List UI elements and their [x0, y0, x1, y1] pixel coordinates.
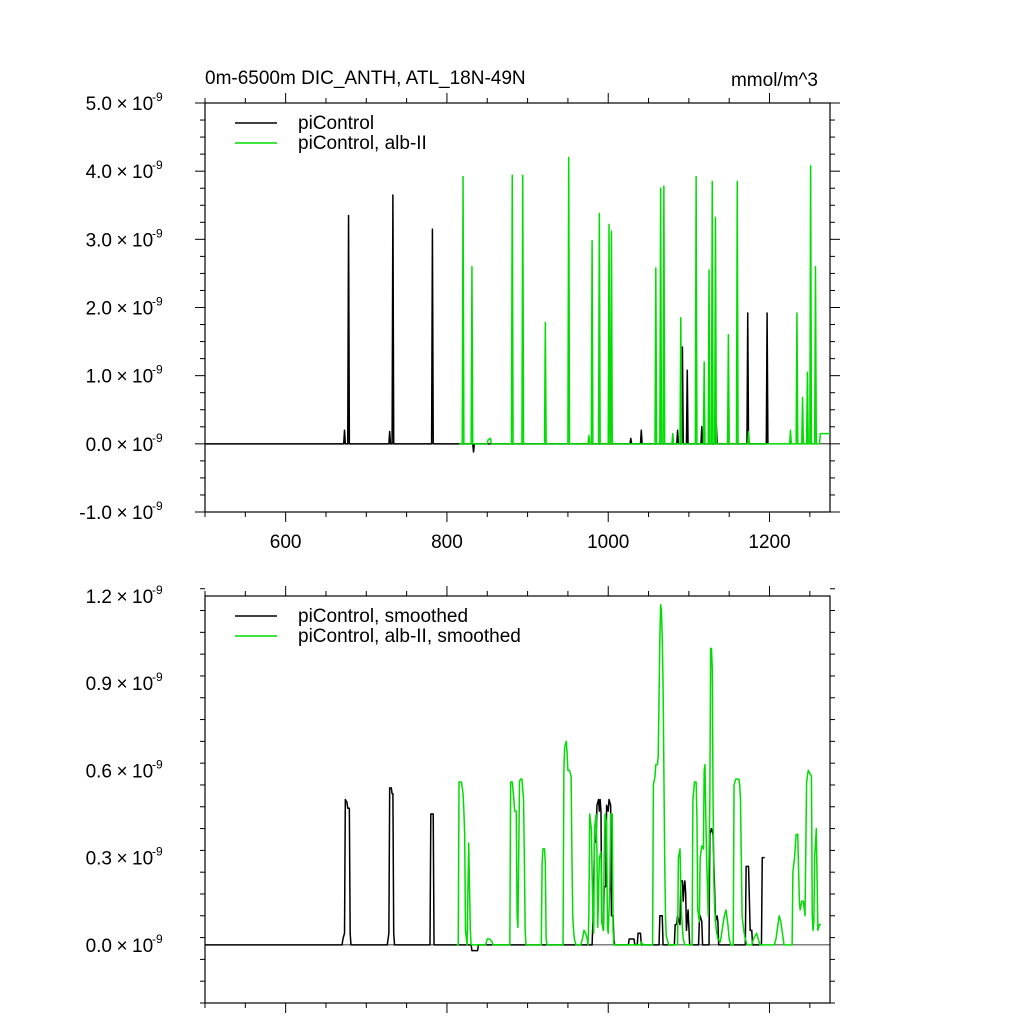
y-tick-base: 10 [132, 367, 153, 388]
y-tick-exponent: -9 [152, 932, 163, 946]
y-tick-base: 10 [132, 587, 153, 608]
y-tick-label: 0.6 [86, 761, 112, 782]
series-line-picontrol-smoothed [205, 787, 765, 952]
x-tick-label: 600 [270, 532, 302, 553]
y-tick-base: 10 [132, 936, 153, 957]
y-tick-times-sign: × [116, 230, 127, 251]
y-tick-label: 0.0 [86, 435, 112, 456]
legend-label: piControl, smoothed [298, 606, 468, 627]
legend-label: piControl, alb-II, smoothed [298, 626, 521, 647]
y-tick-times-sign: × [116, 761, 127, 782]
y-tick-times-sign: × [116, 674, 127, 695]
y-tick-base: 10 [132, 299, 153, 320]
y-tick-base: 10 [132, 94, 153, 115]
y-tick-exponent: -9 [152, 499, 163, 513]
legend-label: piControl, alb-II [298, 133, 427, 154]
y-tick-label: 0.9 [86, 674, 112, 695]
y-tick-base: 10 [132, 435, 153, 456]
y-tick-label: -1.0 [79, 503, 112, 524]
top-panel: 600 800 1000 1200-1.0 × 10-90.0 × 10-91.0 × 10-92… [79, 90, 840, 553]
y-tick-exponent: -9 [152, 295, 163, 309]
y-tick-label: 1.0 [86, 367, 112, 388]
y-tick-times-sign: × [116, 936, 127, 957]
y-tick-base: 10 [132, 162, 153, 183]
y-tick-exponent: -9 [152, 363, 163, 377]
figure-header: 0m-6500m DIC_ANTH, ATL_18N-49N mmol/m^3 [205, 68, 818, 91]
y-tick-times-sign: × [116, 587, 127, 608]
legend-label: piControl [298, 113, 374, 134]
y-tick-exponent: -9 [152, 583, 163, 597]
plot-frame [204, 595, 831, 1004]
x-tick-label: 1000 [587, 532, 629, 553]
y-tick-exponent: -9 [152, 431, 163, 445]
units-label: mmol/m^3 [731, 70, 818, 91]
y-tick-exponent: -9 [152, 845, 163, 859]
y-tick-label: 0.3 [86, 849, 112, 870]
x-tick-label: 1200 [748, 532, 790, 553]
series-line-picontrol-alb-ii [459, 156, 830, 445]
y-tick-times-sign: × [116, 435, 127, 456]
y-tick-exponent: -9 [152, 226, 163, 240]
y-tick-times-sign: × [116, 849, 127, 870]
y-tick-label: 5.0 [86, 94, 112, 115]
y-tick-base: 10 [132, 761, 153, 782]
x-tick-label: 800 [431, 532, 463, 553]
y-tick-times-sign: × [116, 94, 127, 115]
y-tick-times-sign: × [116, 299, 127, 320]
y-tick-label: 0.0 [86, 936, 112, 957]
y-tick-base: 10 [132, 230, 153, 251]
y-tick-times-sign: × [116, 503, 127, 524]
y-tick-label: 4.0 [86, 162, 112, 183]
y-tick-exponent: -9 [152, 757, 163, 771]
y-tick-exponent: -9 [152, 670, 163, 684]
y-tick-label: 3.0 [86, 230, 112, 251]
series-line-picontrol [205, 194, 769, 453]
y-tick-base: 10 [132, 503, 153, 524]
chart-title: 0m-6500m DIC_ANTH, ATL_18N-49N [205, 68, 526, 89]
y-tick-times-sign: × [116, 367, 127, 388]
y-tick-base: 10 [132, 849, 153, 870]
series-line-picontrol-alb-ii-smoothed [456, 603, 822, 946]
y-tick-exponent: -9 [152, 158, 163, 172]
bottom-panel: 0.0 × 10-90.3 × 10-90.6 × 10-90.9 × 10-91.2 × 10-9… [86, 583, 835, 1013]
y-tick-label: 1.2 [86, 587, 112, 608]
y-tick-base: 10 [132, 674, 153, 695]
y-tick-exponent: -9 [152, 90, 163, 104]
y-tick-times-sign: × [116, 162, 127, 183]
y-tick-label: 2.0 [86, 299, 112, 320]
